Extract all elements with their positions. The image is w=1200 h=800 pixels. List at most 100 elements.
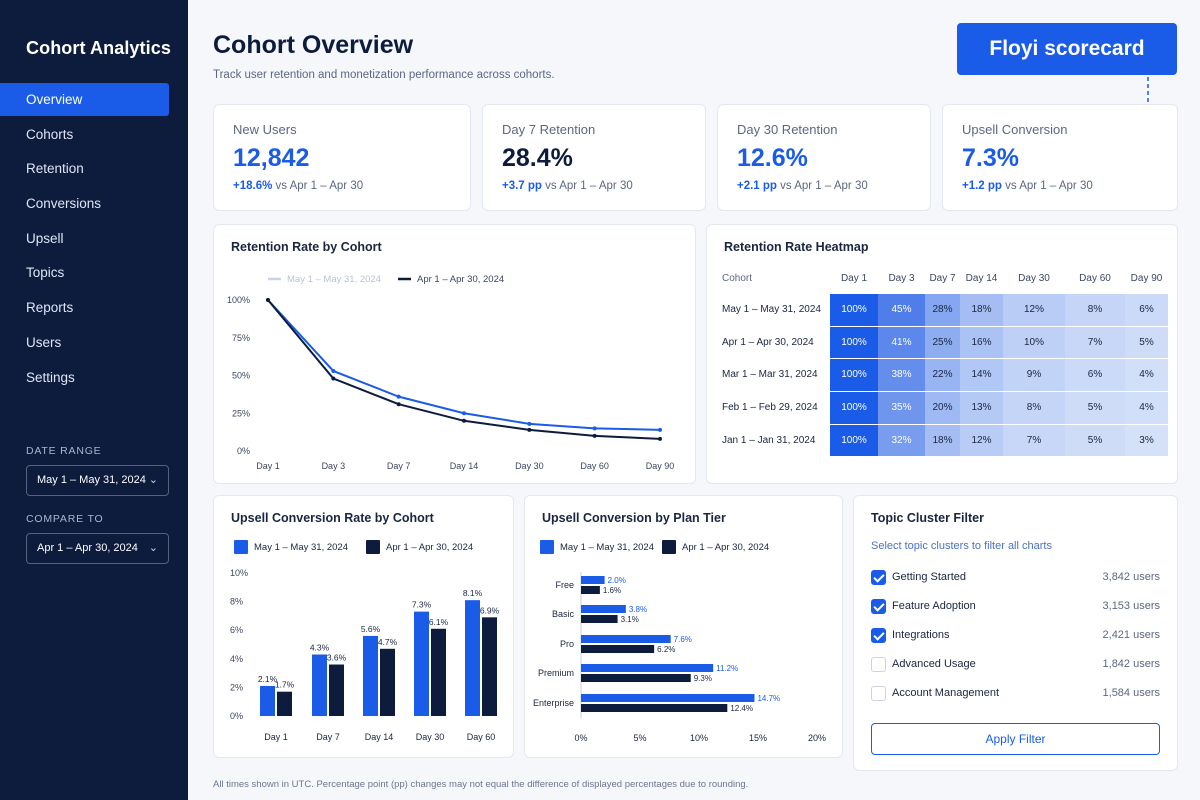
data-label: 1.7% (275, 680, 295, 690)
chart-title: Upsell Conversion Rate by Cohort (231, 511, 434, 525)
x-tick-label: 20% (808, 733, 826, 743)
legend-swatch (366, 540, 380, 554)
heatmap-cell: 28% (925, 294, 960, 326)
heatmap-column-header: Day 3 (888, 273, 915, 284)
data-label: 8.1% (463, 588, 483, 598)
x-tick-label: Day 1 (256, 461, 280, 471)
data-point (658, 427, 662, 432)
data-point (396, 402, 401, 407)
x-tick-label: 5% (633, 733, 646, 743)
heatmap-column-header: Day 90 (1130, 273, 1163, 284)
data-point (592, 426, 597, 431)
checkbox[interactable] (871, 570, 886, 585)
topic-count: 1,584 users (1102, 687, 1160, 699)
kpi-compare: vs Apr 1 – Apr 30 (780, 180, 868, 192)
bar (581, 605, 626, 613)
heatmap-cell: 18% (925, 424, 960, 457)
bar (329, 664, 344, 716)
sidebar: Cohort Analytics Overview Cohorts Retentio… (0, 0, 188, 800)
x-tick-label: 15% (749, 733, 767, 743)
topic-name: Feature Adoption (892, 600, 976, 612)
heatmap-cohort-header: Cohort (722, 273, 753, 284)
topic-item-getting-started[interactable]: Getting Started 3,842 users (871, 569, 1160, 587)
heatmap-cell: 7% (1003, 424, 1065, 457)
bar (581, 645, 655, 653)
x-tick-label: 0% (574, 733, 587, 743)
series-line (267, 299, 661, 431)
legend-label: Apr 1 – Apr 30, 2024 (386, 542, 473, 553)
heatmap-cell: 8% (1003, 392, 1065, 424)
data-point (527, 421, 532, 426)
topic-item-integrations[interactable]: Integrations 2,421 users (871, 627, 1160, 645)
kpi-card-upsell-conversion: Upsell Conversion 7.3% +1.2 pp vs Apr 1 … (942, 104, 1178, 211)
y-tick-label: 25% (232, 408, 250, 418)
kpi-delta-value: +1.2 pp (962, 180, 1002, 192)
data-label: 1.6% (603, 586, 621, 595)
checkbox[interactable] (871, 686, 886, 701)
y-tick-label: 6% (230, 625, 243, 635)
data-label: 12.4% (730, 704, 753, 713)
heatmap-row-label: May 1 – May 31, 2024 (722, 304, 821, 315)
heatmap-cell: 12% (1003, 294, 1065, 326)
kpi-value: 7.3% (962, 144, 1019, 172)
x-tick-label: Day 30 (515, 461, 544, 471)
sidebar-nav: Overview Cohorts Retention Conversions Upsel… (0, 83, 188, 395)
page-title: Cohort Overview (213, 31, 414, 59)
kpi-value: 28.4% (502, 144, 573, 172)
topic-filter-subtitle: Select topic clusters to filter all char… (871, 540, 1052, 552)
data-point (592, 433, 597, 438)
heatmap-cell: 18% (960, 294, 1003, 326)
sidebar-item-upsell[interactable]: Upsell (26, 230, 64, 246)
y-tick-label: Premium (538, 668, 574, 678)
compare-value: Apr 1 – Apr 30, 2024 (37, 542, 138, 554)
scorecard-button[interactable]: Floyi scorecard (957, 23, 1177, 75)
data-label: 4.3% (310, 643, 330, 653)
sidebar-item-reports[interactable]: Reports (26, 300, 74, 316)
heatmap-cell: 100% (830, 294, 878, 326)
series-line (267, 299, 661, 440)
y-tick-label: 100% (227, 295, 250, 305)
sidebar-item-overview[interactable]: Overview (0, 83, 169, 116)
sidebar-item-cohorts[interactable]: Cohorts (26, 126, 74, 142)
data-label: 2.0% (608, 576, 626, 585)
sidebar-item-settings[interactable]: Settings (26, 369, 75, 385)
sidebar-item-topics[interactable]: Topics (26, 265, 65, 281)
kpi-compare: vs Apr 1 – Apr 30 (275, 180, 364, 192)
topic-item-feature-adoption[interactable]: Feature Adoption 3,153 users (871, 598, 1160, 616)
topic-item-account-management[interactable]: Account Management 1,584 users (871, 685, 1160, 703)
checkbox[interactable] (871, 599, 886, 614)
data-label: 2.1% (258, 674, 278, 684)
heatmap-cell: 5% (1065, 392, 1125, 424)
data-label: 3.8% (629, 605, 647, 614)
sidebar-item-conversions[interactable]: Conversions (26, 196, 102, 212)
kpi-label: Day 7 Retention (502, 122, 596, 137)
kpi-compare: vs Apr 1 – Apr 30 (1005, 180, 1093, 192)
bar (581, 586, 600, 594)
date-range-value: May 1 – May 31, 2024 (37, 474, 146, 486)
bar (277, 691, 292, 716)
heatmap-row-label: Jan 1 – Jan 31, 2024 (722, 434, 816, 446)
checkbox[interactable] (871, 657, 886, 672)
compare-select[interactable]: Apr 1 – Apr 30, 2024 ⌄ (26, 533, 169, 564)
x-tick-label: Day 7 (387, 461, 411, 471)
checkbox[interactable] (871, 628, 886, 643)
data-label: 9.3% (694, 674, 712, 683)
topic-item-advanced-usage[interactable]: Advanced Usage 1,842 users (871, 656, 1160, 674)
x-tick-label: Day 90 (646, 461, 675, 471)
date-range-select[interactable]: May 1 – May 31, 2024 ⌄ (26, 465, 169, 496)
heatmap-cell: 35% (878, 392, 925, 424)
y-tick-label: 4% (230, 654, 243, 664)
y-tick-label: 8% (230, 597, 243, 607)
heatmap-cell: 41% (878, 326, 925, 359)
sidebar-item-retention[interactable]: Retention (26, 161, 84, 177)
chart-title: Retention Rate Heatmap (724, 240, 869, 254)
heatmap-cell: 14% (960, 359, 1003, 392)
apply-filter-button[interactable]: Apply Filter (871, 723, 1160, 755)
sidebar-item-users[interactable]: Users (26, 334, 62, 350)
y-tick-label: 0% (230, 711, 243, 721)
topic-count: 3,842 users (1102, 571, 1160, 583)
heatmap-cell: 38% (878, 359, 925, 392)
bar (260, 685, 275, 716)
plan-tier-card: Upsell Conversion by Plan Tier May 1 – M… (524, 495, 843, 758)
bar (581, 615, 618, 623)
